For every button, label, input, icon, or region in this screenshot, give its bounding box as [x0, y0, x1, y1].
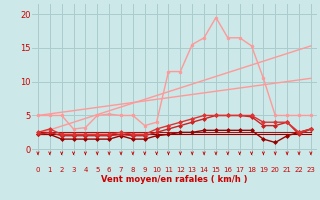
X-axis label: Vent moyen/en rafales ( km/h ): Vent moyen/en rafales ( km/h )	[101, 174, 248, 184]
